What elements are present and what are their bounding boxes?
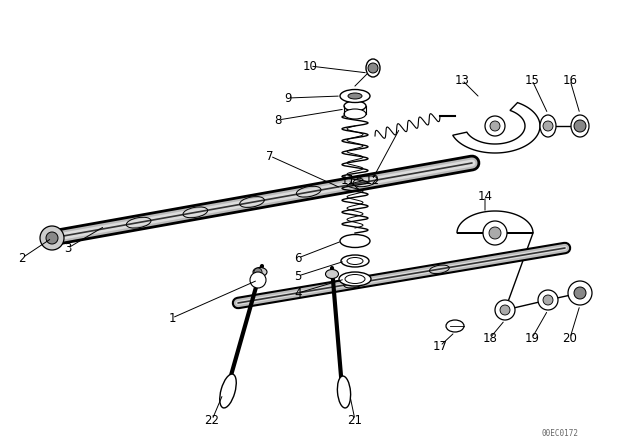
Text: 5: 5 bbox=[294, 270, 301, 283]
Circle shape bbox=[489, 227, 501, 239]
Text: 10: 10 bbox=[303, 60, 317, 73]
Text: 18: 18 bbox=[483, 332, 497, 345]
Text: 21: 21 bbox=[348, 414, 362, 426]
Text: 6: 6 bbox=[294, 251, 301, 264]
Ellipse shape bbox=[348, 93, 362, 99]
Text: 15: 15 bbox=[525, 73, 540, 86]
Polygon shape bbox=[452, 103, 540, 153]
Text: 4: 4 bbox=[294, 287, 301, 300]
Text: 11: 11 bbox=[340, 173, 355, 186]
Text: 1: 1 bbox=[168, 311, 176, 324]
Circle shape bbox=[543, 121, 553, 131]
Text: 17: 17 bbox=[433, 340, 447, 353]
Text: 00EC0172: 00EC0172 bbox=[541, 428, 579, 438]
Circle shape bbox=[250, 272, 266, 288]
Text: 14: 14 bbox=[477, 190, 493, 202]
Circle shape bbox=[574, 287, 586, 299]
Ellipse shape bbox=[341, 255, 369, 267]
Circle shape bbox=[40, 226, 64, 250]
Text: 8: 8 bbox=[275, 113, 282, 126]
Text: 2: 2 bbox=[19, 251, 26, 264]
Text: 16: 16 bbox=[563, 73, 577, 86]
Polygon shape bbox=[457, 211, 533, 233]
Ellipse shape bbox=[340, 90, 370, 103]
Text: 3: 3 bbox=[64, 241, 72, 254]
Text: 7: 7 bbox=[266, 150, 274, 163]
Ellipse shape bbox=[337, 376, 351, 408]
Ellipse shape bbox=[347, 258, 363, 264]
Ellipse shape bbox=[344, 109, 366, 119]
Circle shape bbox=[495, 300, 515, 320]
Text: 19: 19 bbox=[525, 332, 540, 345]
Circle shape bbox=[568, 281, 592, 305]
Text: 9: 9 bbox=[284, 91, 292, 104]
Ellipse shape bbox=[340, 234, 370, 247]
Circle shape bbox=[538, 290, 558, 310]
Text: 13: 13 bbox=[454, 73, 469, 86]
Ellipse shape bbox=[253, 267, 267, 276]
Text: 12: 12 bbox=[365, 173, 380, 186]
Circle shape bbox=[485, 116, 505, 136]
Ellipse shape bbox=[220, 374, 236, 408]
Ellipse shape bbox=[345, 275, 365, 284]
Circle shape bbox=[543, 295, 553, 305]
Circle shape bbox=[46, 232, 58, 244]
Circle shape bbox=[490, 121, 500, 131]
Circle shape bbox=[254, 268, 262, 276]
Ellipse shape bbox=[571, 115, 589, 137]
Ellipse shape bbox=[366, 59, 380, 77]
Ellipse shape bbox=[339, 272, 371, 286]
Circle shape bbox=[368, 63, 378, 73]
Text: 20: 20 bbox=[563, 332, 577, 345]
Ellipse shape bbox=[446, 320, 464, 332]
Text: 22: 22 bbox=[205, 414, 220, 426]
Ellipse shape bbox=[540, 115, 556, 137]
Circle shape bbox=[500, 305, 510, 315]
Circle shape bbox=[483, 221, 507, 245]
Ellipse shape bbox=[344, 101, 366, 111]
Ellipse shape bbox=[326, 270, 339, 279]
Circle shape bbox=[574, 120, 586, 132]
